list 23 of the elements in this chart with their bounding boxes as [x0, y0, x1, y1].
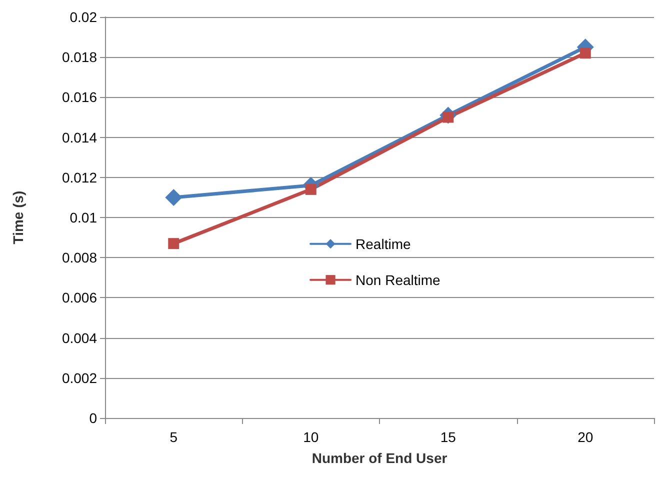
x-axis-title: Number of End User [312, 450, 448, 466]
x-tick-label: 15 [440, 429, 456, 445]
y-tick-label: 0.006 [62, 290, 98, 306]
point [580, 48, 591, 59]
y-tick-label: 0.018 [62, 49, 98, 66]
y-tick-label: 0 [89, 410, 98, 426]
y-tick-label: 0.02 [70, 9, 98, 25]
x-tick-label: 10 [303, 429, 319, 445]
y-tick-label: 0.004 [62, 330, 98, 346]
point [165, 188, 182, 206]
y-tick-label: 0.014 [62, 129, 98, 146]
legend-label: Realtime [356, 236, 411, 252]
y-axis-title: Time (s) [10, 190, 26, 244]
legend-label: Non Realtime [356, 272, 441, 288]
point [305, 184, 316, 195]
x-tick-label: 20 [578, 429, 594, 445]
y-tick-label: 0.012 [62, 169, 98, 186]
y-tick-label: 0.016 [62, 89, 98, 106]
x-tick-label: 5 [170, 429, 178, 445]
y-tick-label: 0.008 [62, 250, 98, 266]
point [168, 238, 180, 250]
y-tick-label: 0.01 [70, 210, 98, 226]
y-tick-label: 0.002 [62, 370, 98, 386]
